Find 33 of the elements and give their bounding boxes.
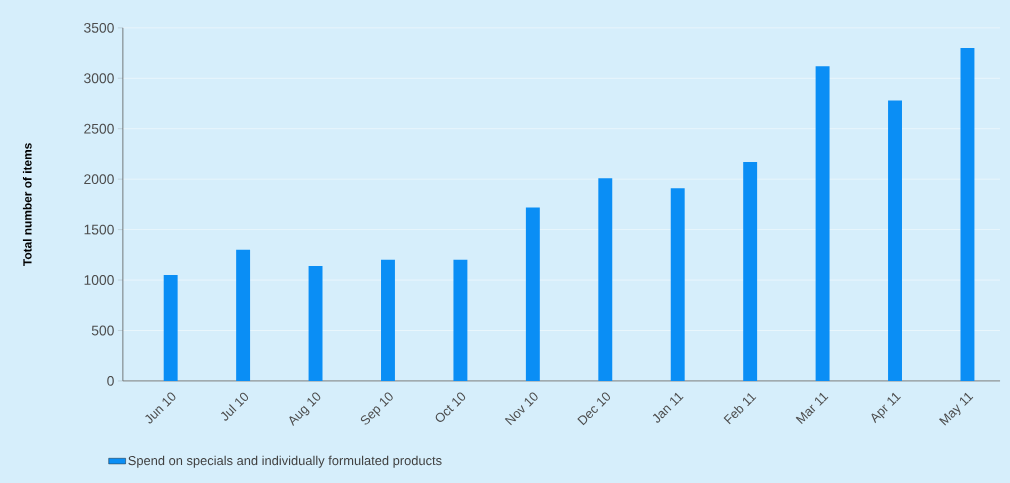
bar bbox=[381, 259, 395, 381]
y-tick-label: 1500 bbox=[84, 224, 114, 235]
y-tick-label: 3500 bbox=[84, 22, 114, 33]
bar bbox=[236, 249, 251, 381]
x-tick-label: Jul 10 bbox=[220, 392, 249, 421]
y-tick-label: 500 bbox=[91, 325, 114, 336]
y-tick-label: 3000 bbox=[84, 73, 114, 84]
bar bbox=[815, 66, 830, 381]
y-tick-label: 1000 bbox=[84, 274, 114, 285]
x-tick-label: Jan 11 bbox=[652, 392, 684, 423]
x-tick-label: Oct 10 bbox=[435, 392, 466, 422]
bar bbox=[453, 259, 468, 381]
x-tick-label: Dec 10 bbox=[577, 392, 611, 426]
bar bbox=[163, 274, 178, 381]
x-tick-label: Aug 10 bbox=[289, 392, 321, 426]
bar bbox=[308, 265, 323, 381]
x-tick-label: Nov 10 bbox=[504, 392, 538, 426]
x-tick-label: Apr 11 bbox=[871, 392, 901, 424]
bar bbox=[670, 188, 685, 381]
x-tick-label: Sep 10 bbox=[360, 392, 393, 425]
y-tick-label: 2500 bbox=[84, 123, 114, 134]
bar bbox=[598, 177, 613, 381]
bar bbox=[525, 207, 540, 381]
bar bbox=[960, 47, 975, 381]
x-tick-label: Jun 10 bbox=[145, 392, 176, 424]
y-tick-label: 0 bbox=[107, 375, 114, 386]
legend-label: Spend on specials and individually formulated products bbox=[128, 455, 442, 468]
y-axis-title: Total number of items bbox=[22, 143, 32, 266]
y-tick-label: 2000 bbox=[84, 174, 114, 184]
x-tick-label: Mar 11 bbox=[795, 392, 829, 424]
bar bbox=[743, 161, 758, 381]
x-tick-label: Feb 11 bbox=[723, 392, 757, 425]
bar bbox=[888, 100, 902, 381]
